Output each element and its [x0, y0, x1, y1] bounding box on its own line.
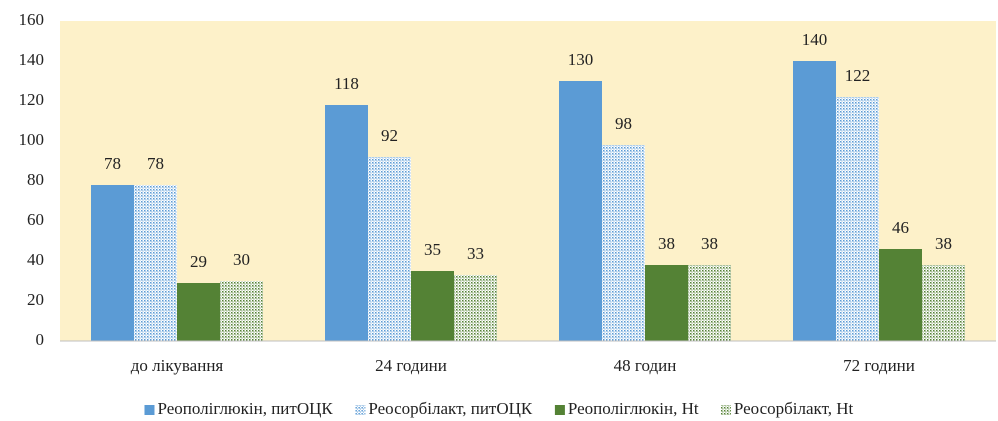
value-label: 78: [104, 154, 121, 173]
legend-item: Реосорбілакт, Ht: [720, 399, 854, 418]
value-label: 46: [892, 218, 909, 237]
legend-label: Реосорбілакт, Ht: [734, 399, 854, 418]
legend-swatch: [144, 405, 155, 415]
value-label: 92: [381, 126, 398, 145]
legend-item: Реосорбілакт, питОЦК: [355, 399, 533, 418]
y-tick-label: 40: [27, 250, 44, 269]
bar: [134, 185, 177, 341]
value-label: 98: [615, 114, 632, 133]
x-tick-label: 48 годин: [614, 356, 677, 375]
bar: [220, 281, 263, 341]
value-label: 78: [147, 154, 164, 173]
legend-swatch: [554, 405, 565, 415]
bar: [688, 265, 731, 341]
bar: [454, 275, 497, 341]
value-label: 130: [568, 50, 594, 69]
legend-item: Реополіглюкін, Ht: [554, 399, 699, 418]
legend-swatch: [720, 405, 731, 415]
bar: [645, 265, 688, 341]
y-tick-label: 100: [19, 130, 45, 149]
bar: [91, 185, 134, 341]
x-tick-label: до лікування: [131, 356, 224, 375]
bar: [602, 145, 645, 341]
value-label: 118: [334, 74, 359, 93]
bar: [325, 105, 368, 341]
y-tick-label: 140: [19, 50, 45, 69]
bar: [411, 271, 454, 341]
value-label: 38: [935, 234, 952, 253]
y-tick-label: 80: [27, 170, 44, 189]
legend-item: Реополіглюкін, питОЦК: [144, 399, 333, 418]
value-label: 140: [802, 30, 828, 49]
bar: [879, 249, 922, 341]
value-label: 122: [845, 66, 871, 85]
value-label: 29: [190, 252, 207, 271]
value-label: 30: [233, 250, 250, 269]
legend-label: Реополіглюкін, Ht: [568, 399, 699, 418]
bar: [793, 61, 836, 341]
y-tick-label: 160: [19, 10, 45, 29]
bar: [836, 97, 879, 341]
value-label: 35: [424, 240, 441, 259]
legend-label: Реосорбілакт, питОЦК: [368, 399, 533, 418]
value-label: 38: [701, 234, 718, 253]
x-tick-label: 24 години: [375, 356, 447, 375]
y-tick-label: 120: [19, 90, 45, 109]
legend-label: Реополіглюкін, питОЦК: [157, 399, 333, 418]
bar: [559, 81, 602, 341]
value-label: 33: [467, 244, 484, 263]
x-tick-label: 72 години: [843, 356, 915, 375]
bar: [177, 283, 220, 341]
bar: [922, 265, 965, 341]
y-tick-label: 20: [27, 290, 44, 309]
y-tick-label: 0: [36, 330, 45, 349]
value-label: 38: [658, 234, 675, 253]
bar: [368, 157, 411, 341]
y-tick-label: 60: [27, 210, 44, 229]
legend-swatch: [355, 405, 366, 415]
